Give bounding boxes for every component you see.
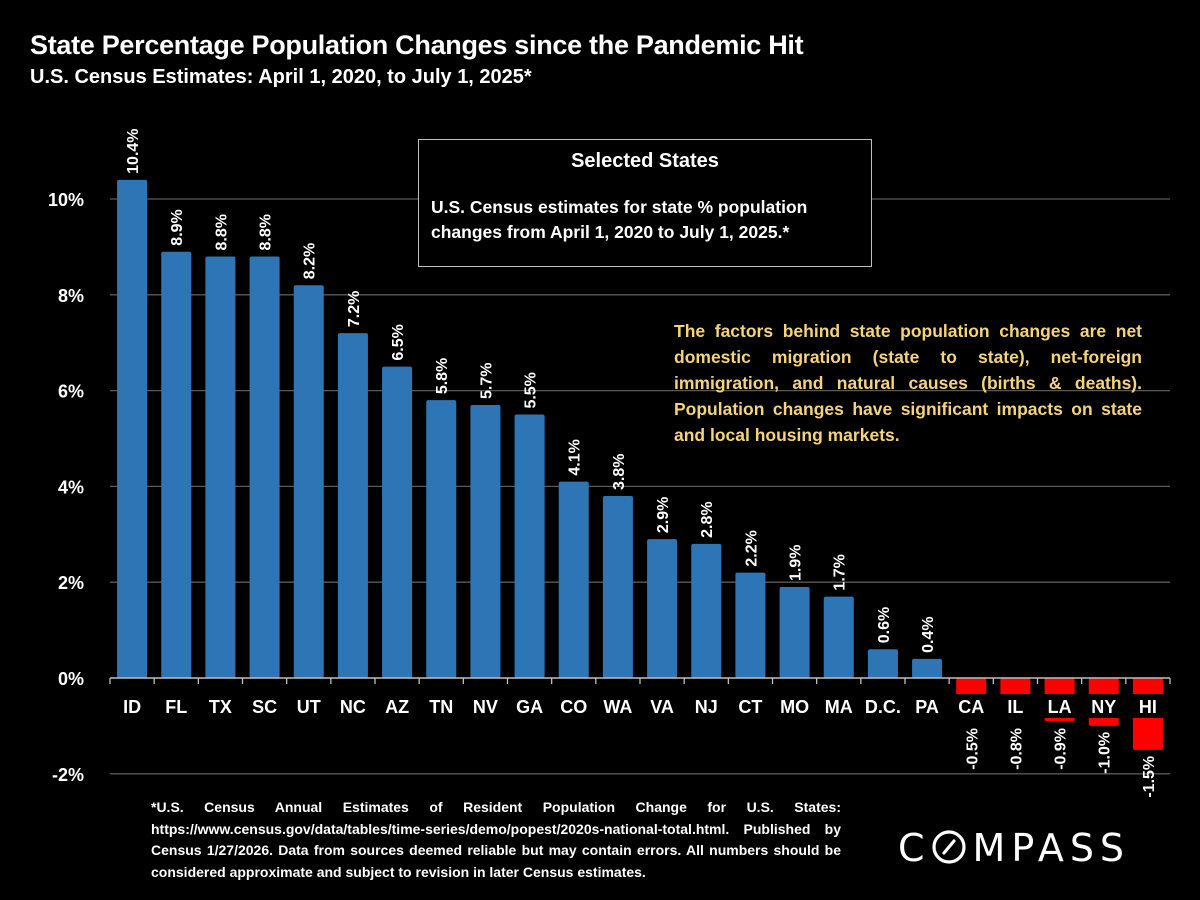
x-tick-label: MA [825, 697, 853, 717]
x-tick-label: AZ [385, 697, 409, 717]
x-tick-label: ID [123, 697, 141, 717]
bar-nj [691, 543, 722, 678]
bar-az [382, 366, 413, 678]
x-tick-label: NJ [695, 697, 718, 717]
source-footnote: *U.S. Census Annual Estimates of Residen… [151, 799, 841, 880]
bar-id [117, 179, 148, 678]
data-label: -0.9% [1053, 728, 1070, 770]
category-label-backdrop [955, 694, 988, 718]
y-tick-label: 0% [58, 669, 84, 689]
x-tick-label: HI [1139, 697, 1157, 717]
bar-va [647, 539, 678, 678]
chart-title: State Percentage Population Changes sinc… [30, 30, 804, 60]
y-axis-tick-labels: -2% 0% 2% 4% 6% 8% 10% [48, 190, 84, 785]
data-label: 7.2% [346, 291, 363, 327]
x-tick-label: TX [209, 697, 232, 717]
x-tick-label: GA [516, 697, 543, 717]
compass-logo: C MPASS [898, 826, 1130, 870]
x-tick-label: CO [560, 697, 587, 717]
data-label: -0.8% [1008, 728, 1025, 770]
info-box-body: U.S. Census estimates for state % popula… [431, 197, 808, 242]
y-tick-label: 2% [58, 573, 84, 593]
x-tick-label: CA [958, 697, 984, 717]
bar-mo [779, 586, 810, 678]
data-label: -1.5% [1141, 756, 1158, 798]
data-label: 0.4% [920, 616, 937, 652]
x-tick-label: NC [340, 697, 366, 717]
bar-fl [161, 251, 192, 678]
bars [117, 179, 1163, 750]
y-tick-label: 4% [58, 477, 84, 497]
chart-subtitle: U.S. Census Estimates: April 1, 2020, to… [30, 66, 532, 88]
data-label: 8.9% [169, 209, 186, 245]
bar-nc [337, 333, 368, 678]
data-label: 1.9% [788, 545, 805, 581]
data-label: 10.4% [125, 128, 142, 173]
x-tick-label: WA [603, 697, 632, 717]
data-label: -1.0% [1097, 732, 1114, 774]
data-label: 1.7% [832, 554, 849, 590]
x-tick-label: UT [297, 697, 321, 717]
bar-wa [602, 495, 633, 678]
bar-tx [205, 256, 236, 678]
compass-logo-text: C MPASS [898, 826, 1130, 870]
bar-sc [249, 256, 280, 678]
selected-states-box: Selected States U.S. Census estimates fo… [418, 139, 872, 267]
data-label: 3.8% [611, 454, 628, 490]
bar-dc [867, 649, 898, 678]
x-tick-label: CT [738, 697, 762, 717]
data-label: -0.5% [964, 728, 981, 770]
x-tick-label: LA [1048, 697, 1072, 717]
bar-pa [912, 658, 943, 678]
x-tick-label: FL [165, 697, 187, 717]
bar-ma [823, 596, 854, 678]
data-label: 8.2% [302, 243, 319, 279]
bar-co [558, 481, 589, 678]
info-box-title: Selected States [571, 150, 719, 172]
data-label: 0.6% [876, 607, 893, 643]
x-axis-tick-labels: ID FL TX SC UT NC AZ TN NV GA CO WA VA NJ CT MO MA D.C. PA… [123, 694, 1164, 718]
data-label: 8.8% [258, 214, 275, 250]
data-label: 2.2% [743, 530, 760, 566]
logo-letter-c: C [898, 826, 931, 870]
x-tick-label: MO [780, 697, 809, 717]
data-label: 2.9% [655, 497, 672, 533]
category-label-backdrop [999, 694, 1032, 718]
bar-ga [514, 414, 545, 678]
y-tick-label: 10% [48, 190, 84, 210]
data-label: 4.1% [567, 439, 584, 475]
data-label: 5.7% [478, 363, 495, 399]
x-tick-label: PA [915, 697, 939, 717]
category-label-backdrop [1043, 694, 1076, 718]
category-label-backdrop [1087, 694, 1120, 718]
data-label: 6.5% [390, 324, 407, 360]
x-tick-label: D.C. [865, 697, 901, 717]
compass-o-slash-icon [931, 830, 966, 864]
bar-ct [735, 572, 766, 678]
x-tick-label: VA [650, 697, 674, 717]
bar-ut [293, 285, 324, 678]
y-tick-label: 6% [58, 382, 84, 402]
x-tick-label: TN [429, 697, 453, 717]
data-label: 8.8% [213, 214, 230, 250]
x-tick-label: NV [473, 697, 498, 717]
y-tick-label: -2% [52, 765, 84, 785]
bar-tn [426, 400, 457, 678]
factors-annotation: The factors behind state population chan… [674, 321, 1142, 445]
y-tick-label: 8% [58, 286, 84, 306]
x-axis [109, 677, 1171, 684]
data-label: 5.5% [523, 372, 540, 408]
data-label: 2.8% [699, 501, 716, 537]
x-tick-label: SC [252, 697, 277, 717]
data-labels: 10.4% 8.9% 8.8% 8.8% 8.2% 7.2% 6.5% 5.8% 5.7% 5.5… [125, 128, 1158, 797]
logo-letters-rest: MPASS [972, 826, 1131, 870]
data-label: 5.8% [434, 358, 451, 394]
x-tick-label: IL [1007, 697, 1023, 717]
x-tick-label: NY [1091, 697, 1116, 717]
category-label-backdrop [1131, 694, 1164, 718]
bar-nv [470, 404, 501, 678]
